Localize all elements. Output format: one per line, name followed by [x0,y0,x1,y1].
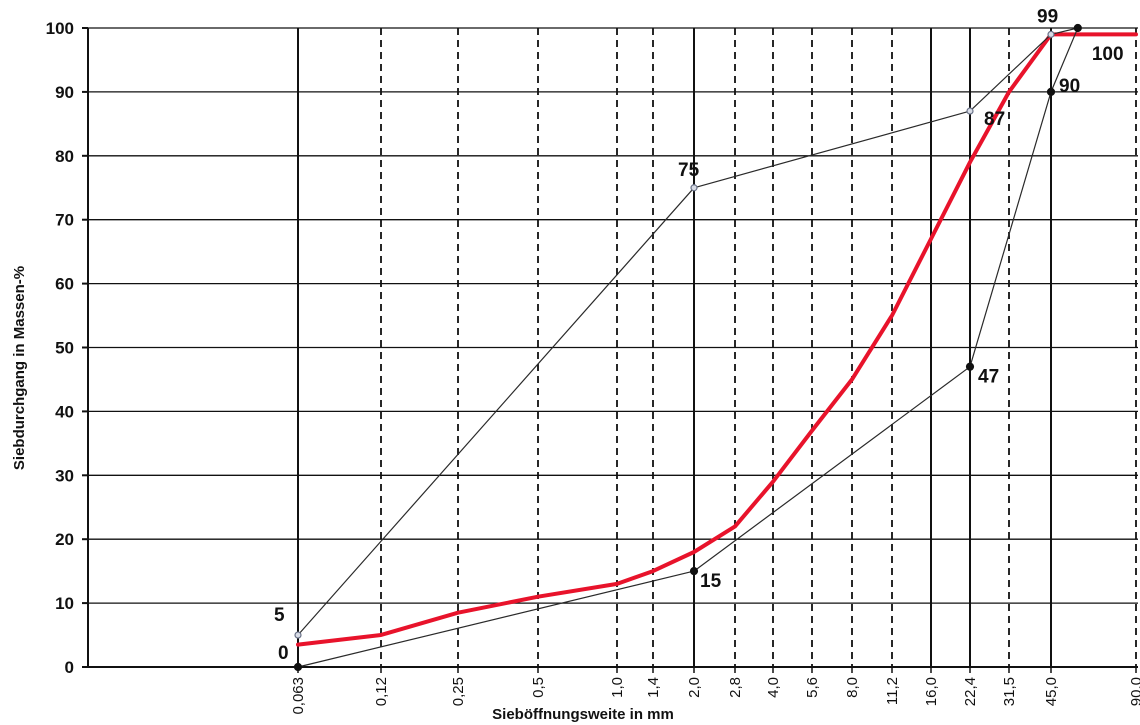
y-tick-labels: 0 10 20 30 40 50 60 70 80 90 100 [46,19,74,677]
y-tick-label: 70 [55,211,74,230]
x-tick-label: 45,0 [1043,677,1060,706]
x-tick-label: 1,0 [609,677,626,698]
x-tick-label: 2,8 [727,677,744,698]
x-tick-label: 2,0 [686,677,703,698]
lower-limit-point [1073,23,1082,33]
y-tick-label: 0 [65,658,74,677]
y-tick-label: 20 [55,530,74,549]
x-axis-label: Sieböffnungsweite in mm [492,706,674,723]
x-tick-label: 4,0 [765,677,782,698]
lower-limit-point [293,662,303,672]
lower-limit-point [965,362,975,371]
upper-limit-label: 75 [678,160,700,181]
point-labels: 5 75 87 99 100 0 15 47 90 [274,6,1124,664]
upper-limit-point [690,184,698,192]
vertical-gridlines [297,28,1137,667]
lower-limit-label: 15 [700,571,722,592]
x-tick-label: 1,4 [645,677,662,698]
x-tick-labels: 0,063 0,12 0,25 0,5 1,0 1,4 2,0 2,8 4,0 5,6 8,0 11,… [290,677,1140,715]
upper-limit-line [297,27,1079,636]
x-tick-label: 0,25 [450,677,467,706]
x-tick-label: 0,5 [530,677,547,698]
y-tick-label: 100 [46,19,74,38]
axes [82,27,1138,673]
upper-limit-label: 5 [274,605,285,626]
lower-limit-point [1046,87,1056,97]
x-tick-label: 8,0 [844,677,861,698]
lower-limit-label: 0 [278,643,289,664]
y-tick-label: 80 [55,147,74,166]
upper-limit-point [294,631,302,639]
lower-limit-label: 90 [1059,76,1080,97]
x-tick-label: 0,063 [290,677,307,715]
y-axis-label: Siebdurchgang in Massen-% [11,266,28,470]
x-tick-label: 22,4 [962,677,979,706]
lower-limit-point [689,567,699,576]
upper-limit-label: 99 [1037,6,1058,27]
lower-limit-label: 47 [978,367,999,388]
y-tick-label: 10 [55,594,74,613]
upper-limit-label: 100 [1092,44,1124,65]
y-tick-label: 50 [55,339,74,358]
y-tick-label: 40 [55,402,74,421]
x-tick-label: 90,0 [1128,677,1140,706]
upper-limit-point [966,107,974,115]
upper-limit-point [1047,30,1055,38]
x-tick-label: 0,12 [373,677,390,706]
grading-curve-line [296,32,1138,647]
horizontal-gridlines [88,27,1138,668]
upper-limit-label: 87 [984,109,1005,130]
x-tick-label: 11,2 [884,677,901,705]
x-tick-label: 16,0 [923,677,940,706]
x-tick-label: 5,6 [804,677,821,698]
y-tick-label: 30 [55,466,74,485]
series-layer [293,23,1138,672]
y-tick-label: 60 [55,275,74,294]
y-tick-label: 90 [55,83,74,102]
x-tick-label: 31,5 [1001,677,1018,706]
